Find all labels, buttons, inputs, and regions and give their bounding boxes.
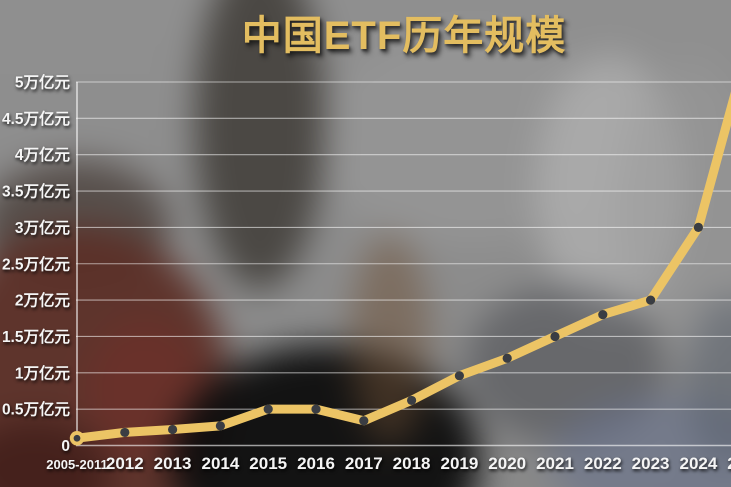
x-axis-label: 2014 [201, 454, 239, 473]
y-axis-label: 2.5万亿元 [2, 254, 71, 273]
x-axis-label: 2015 [249, 454, 287, 473]
chart-title: 中国ETF历年规模 [241, 14, 567, 58]
data-point-dot [693, 222, 704, 232]
data-point-dot [598, 310, 608, 320]
data-point-dot [215, 421, 225, 431]
x-axis-label: 2022 [584, 454, 622, 473]
x-axis-label: 2016 [297, 454, 335, 473]
y-axis-label: 1万亿元 [15, 363, 71, 382]
data-point-dot [359, 416, 369, 426]
etf-line [72, 91, 731, 443]
data-point-dot [120, 427, 130, 438]
x-axis-label: 2012 [106, 454, 144, 473]
y-axis-label: 4万亿元 [15, 145, 71, 164]
y-axis-label: 3.5万亿元 [2, 182, 71, 201]
y-axis-label: 0 [61, 438, 70, 455]
data-point-dot [407, 395, 417, 406]
x-axis-label: 2005-2011 [46, 457, 107, 472]
data-point-dot [646, 295, 656, 305]
data-point-dot [311, 404, 321, 414]
x-axis-label: 2018 [393, 454, 431, 473]
y-axis-label: 3万亿元 [15, 218, 71, 237]
x-axis-label: 2020 [488, 454, 526, 473]
data-point-dot [263, 404, 273, 414]
data-point-dot [550, 331, 560, 342]
x-axis-label: 2021 [536, 454, 574, 473]
x-axis-label: 2024 [679, 454, 717, 473]
x-axis-label: 2023 [632, 454, 670, 473]
y-axis-label: 2万亿元 [15, 291, 71, 310]
y-axis-label: 1.5万亿元 [2, 327, 71, 346]
data-point-dot [168, 424, 178, 435]
y-axis-label: 4.5万亿元 [2, 109, 71, 128]
x-axis-label: 2013 [154, 454, 192, 473]
data-point-dot [502, 353, 512, 363]
x-axis-label: 2017 [345, 454, 383, 473]
x-axis-label: 2019 [440, 454, 478, 473]
data-point-dot [73, 434, 81, 442]
data-point-dot [454, 371, 464, 381]
y-axis-label: 0.5万亿元 [2, 400, 71, 419]
y-axis-label: 5万亿元 [15, 73, 71, 92]
background-blob [195, 0, 325, 290]
x-axis-label: 2025 [727, 454, 731, 473]
